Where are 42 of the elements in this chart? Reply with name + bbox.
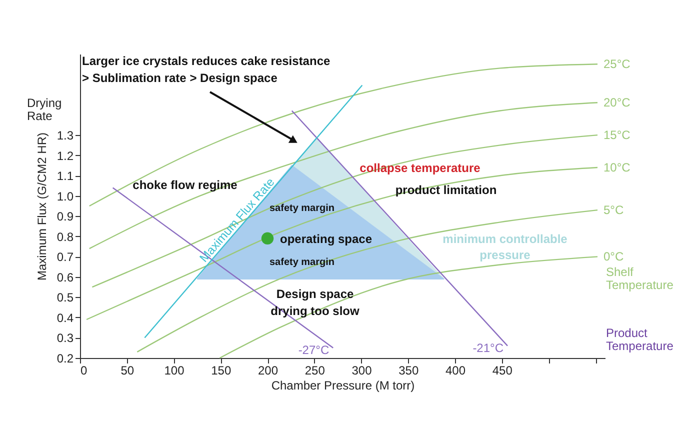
annotation: operating space xyxy=(280,232,372,246)
series-label: -21°C xyxy=(472,340,504,355)
x-tick-label: 50 xyxy=(120,364,134,378)
series-label: 10°C xyxy=(604,160,631,174)
series-label: 15°C xyxy=(604,128,631,142)
x-tick-label: 200 xyxy=(258,364,278,378)
y-tick-label: 0.5 xyxy=(56,290,74,305)
y-tick-label: 0.7 xyxy=(56,250,74,264)
y-axis-title: Maximum Flux (G/CM2 HR) xyxy=(34,132,49,281)
x-tick-label: 400 xyxy=(445,364,466,378)
annotation: safety margin xyxy=(269,257,335,268)
y-tick-label: 0.9 xyxy=(56,210,74,224)
x-tick-label: 450 xyxy=(492,364,513,378)
text: Drying Rate xyxy=(27,96,62,123)
x-tick-label: 100 xyxy=(164,364,185,378)
annotation: Larger ice crystals reduces cake resistance > Sublimation rate > Design space xyxy=(82,54,330,85)
y-tick-label: 0.3 xyxy=(56,331,74,346)
series-label: -27°C xyxy=(298,342,330,357)
y-tick-label: 1.0 xyxy=(56,189,74,204)
text: Product Temperature xyxy=(606,326,674,353)
y-tick-label: 0.4 xyxy=(56,310,74,325)
series-label: 20°C xyxy=(604,96,631,110)
y-tick-label: 1.2 xyxy=(56,148,74,163)
y-tick-label: 0.2 xyxy=(56,352,74,366)
x-tick-label: 350 xyxy=(398,364,419,378)
series-label: 0°C xyxy=(604,250,624,264)
annotation: minimum controllable pressure xyxy=(442,232,568,262)
text: Shelf Temperature xyxy=(606,265,674,292)
x-tick-label: 0 xyxy=(80,364,88,378)
annotation: Design space xyxy=(276,287,354,301)
y-tick-label: 0.8 xyxy=(56,230,74,244)
series-label: 5°C xyxy=(604,203,624,218)
y-tick-label: 1.1 xyxy=(56,169,74,184)
y-tick-label: 1.3 xyxy=(56,128,74,143)
line-series xyxy=(92,134,598,288)
y-tick-label: 0.6 xyxy=(56,270,74,284)
x-tick-label: 250 xyxy=(304,364,326,378)
x-tick-label: 150 xyxy=(211,364,232,378)
series-label: 25°C xyxy=(604,57,631,72)
x-tick-label: 300 xyxy=(352,364,372,378)
annotation: safety margin xyxy=(269,203,335,214)
x-axis-title: Chamber Pressure (M torr) xyxy=(271,378,415,392)
